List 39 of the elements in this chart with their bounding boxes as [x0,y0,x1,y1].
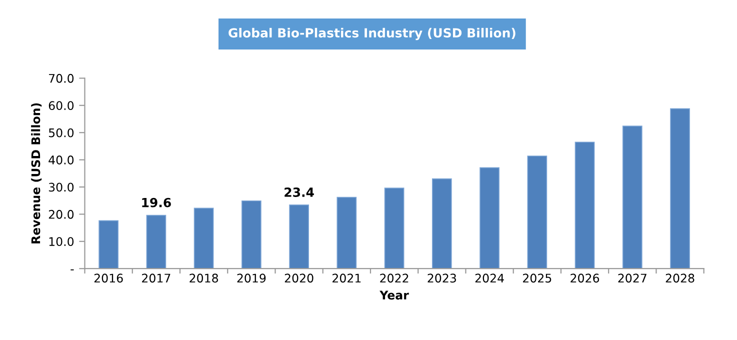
x-tick-label: 2026 [570,274,600,283]
data-label: 19.6 [142,198,171,208]
bar [622,126,642,269]
x-tick-label: 2017 [142,274,170,283]
y-tick-label: 60.0 [48,101,74,110]
x-tick-label: 2020 [284,274,314,283]
y-tick-label: 50.0 [48,128,74,138]
x-tick-label: 2028 [666,274,694,283]
bar [336,196,357,269]
y-tick-label: 20.0 [48,210,74,219]
bar [289,204,309,269]
y-tick-label: 40.0 [48,156,74,164]
bar [98,220,119,269]
bar [670,108,690,269]
y-tick-label: 30.0 [48,182,74,192]
x-tick-label: 2024 [475,274,504,283]
bar [384,188,404,269]
x-tick-label: 2016 [94,274,123,283]
x-tick-label: 2021 [332,274,361,283]
bar [432,178,452,269]
bar [574,142,595,269]
x-tick-label: 2023 [428,274,456,283]
x-tick-label: 2018 [190,274,218,283]
y-axis-title: Revenue (USD Billon) [31,103,42,244]
bar [480,167,500,269]
data-label: 23.4 [284,188,314,197]
x-tick-label: 2027 [618,274,646,283]
chart-title: Global Bio-Plastics Industry (USD Billion) [228,28,516,40]
bar [241,200,262,269]
x-tick-label: 2025 [523,274,552,283]
x-tick-label: 2019 [237,274,266,283]
x-axis-title: Year [380,290,409,300]
y-tick-label: - [70,269,74,270]
bar [527,156,548,269]
x-tick-label: 2022 [380,274,408,283]
y-tick-label: 10.0 [49,237,74,246]
y-tick-label: 70.0 [49,74,74,83]
bar [194,208,214,269]
bar [146,214,166,269]
